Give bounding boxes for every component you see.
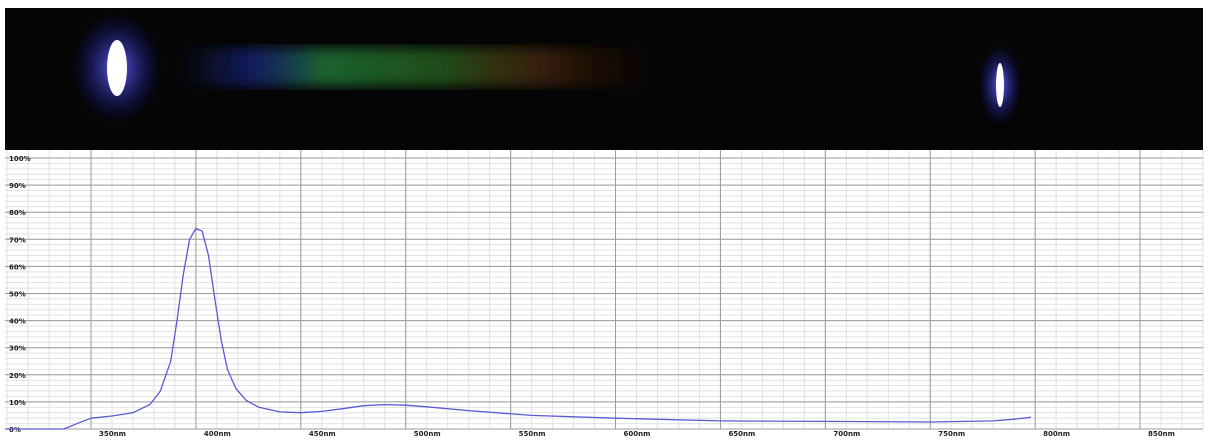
y-tick-label: 40% [9, 318, 26, 326]
x-tick-label: 700nm [833, 430, 860, 438]
x-tick-label: 450nm [309, 430, 336, 438]
x-tick-label: 350nm [99, 430, 126, 438]
x-tick-label: 600nm [624, 430, 651, 438]
y-tick-label: 90% [9, 182, 26, 190]
x-tick-label: 800nm [1043, 430, 1070, 438]
spectrum-image [5, 8, 1203, 150]
y-tick-label: 30% [9, 345, 26, 353]
y-tick-label: 100% [9, 155, 31, 163]
y-tick-label: 70% [9, 236, 26, 244]
x-tick-label: 500nm [414, 430, 441, 438]
plot [5, 227, 1032, 430]
y-tick-label: 80% [9, 209, 26, 217]
grid: 0% 10% 20% 30% 40% 50% 60% 70% 80% 90% 100% 350nm 40… [5, 150, 1204, 438]
y-tick-label: 60% [9, 263, 26, 271]
y-tick-label: 50% [9, 291, 26, 299]
x-tick-label: 400nm [204, 430, 231, 438]
y-tick-label: 20% [9, 372, 26, 380]
x-tick-label: 650nm [728, 430, 755, 438]
y-tick-label: 10% [9, 399, 26, 407]
plot-background [5, 150, 1203, 429]
spectrum-line [5, 227, 1032, 430]
x-tick-label: 550nm [519, 430, 546, 438]
y-tick-label: 0% [9, 426, 21, 434]
x-tick-label: 850nm [1148, 430, 1175, 438]
x-tick-label: 750nm [938, 430, 965, 438]
